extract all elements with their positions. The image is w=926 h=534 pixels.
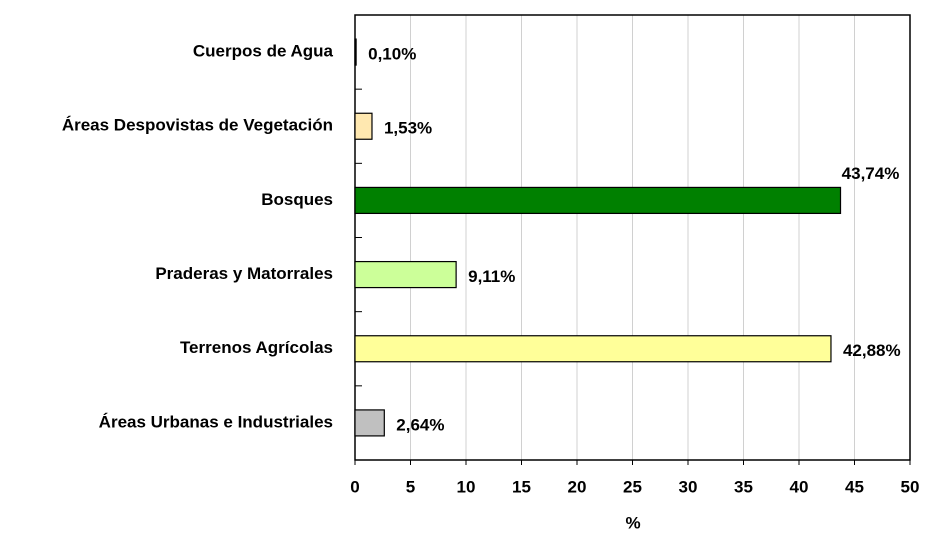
x-tick-label: 25 [623,477,642,496]
y-tick-label: Áreas Urbanas e Industriales [99,412,333,431]
x-tick-label: 15 [512,477,531,496]
y-tick-label: Bosques [261,190,333,209]
x-tick-label: 50 [901,477,920,496]
value-label: 2,64% [396,415,444,434]
bar [354,38,357,66]
x-tick-label: 5 [406,477,415,496]
bar [354,112,373,140]
bar [354,335,832,363]
y-tick-label: Terrenos Agrícolas [180,338,333,357]
value-label: 0,10% [368,45,416,64]
y-tick-label: Praderas y Matorrales [155,264,333,283]
bar [354,260,457,289]
value-label: 9,11% [468,267,515,286]
x-tick-label: 45 [845,477,864,496]
bar [354,409,385,437]
bar [354,186,842,215]
x-tick-label: 30 [679,477,698,496]
x-tick-label: 40 [790,477,809,496]
x-tick-label: 20 [568,477,587,496]
value-label: 43,74% [842,164,900,183]
value-label: 42,88% [843,341,901,360]
y-tick-label: Áreas Despovistas de Vegetación [62,116,333,135]
x-axis-label: % [625,513,640,532]
value-label: 1,53% [384,119,432,138]
x-tick-label: 35 [734,477,753,496]
x-tick-label: 10 [457,477,476,496]
y-tick-label: Cuerpos de Agua [193,42,334,61]
x-tick-label: 0 [350,477,359,496]
